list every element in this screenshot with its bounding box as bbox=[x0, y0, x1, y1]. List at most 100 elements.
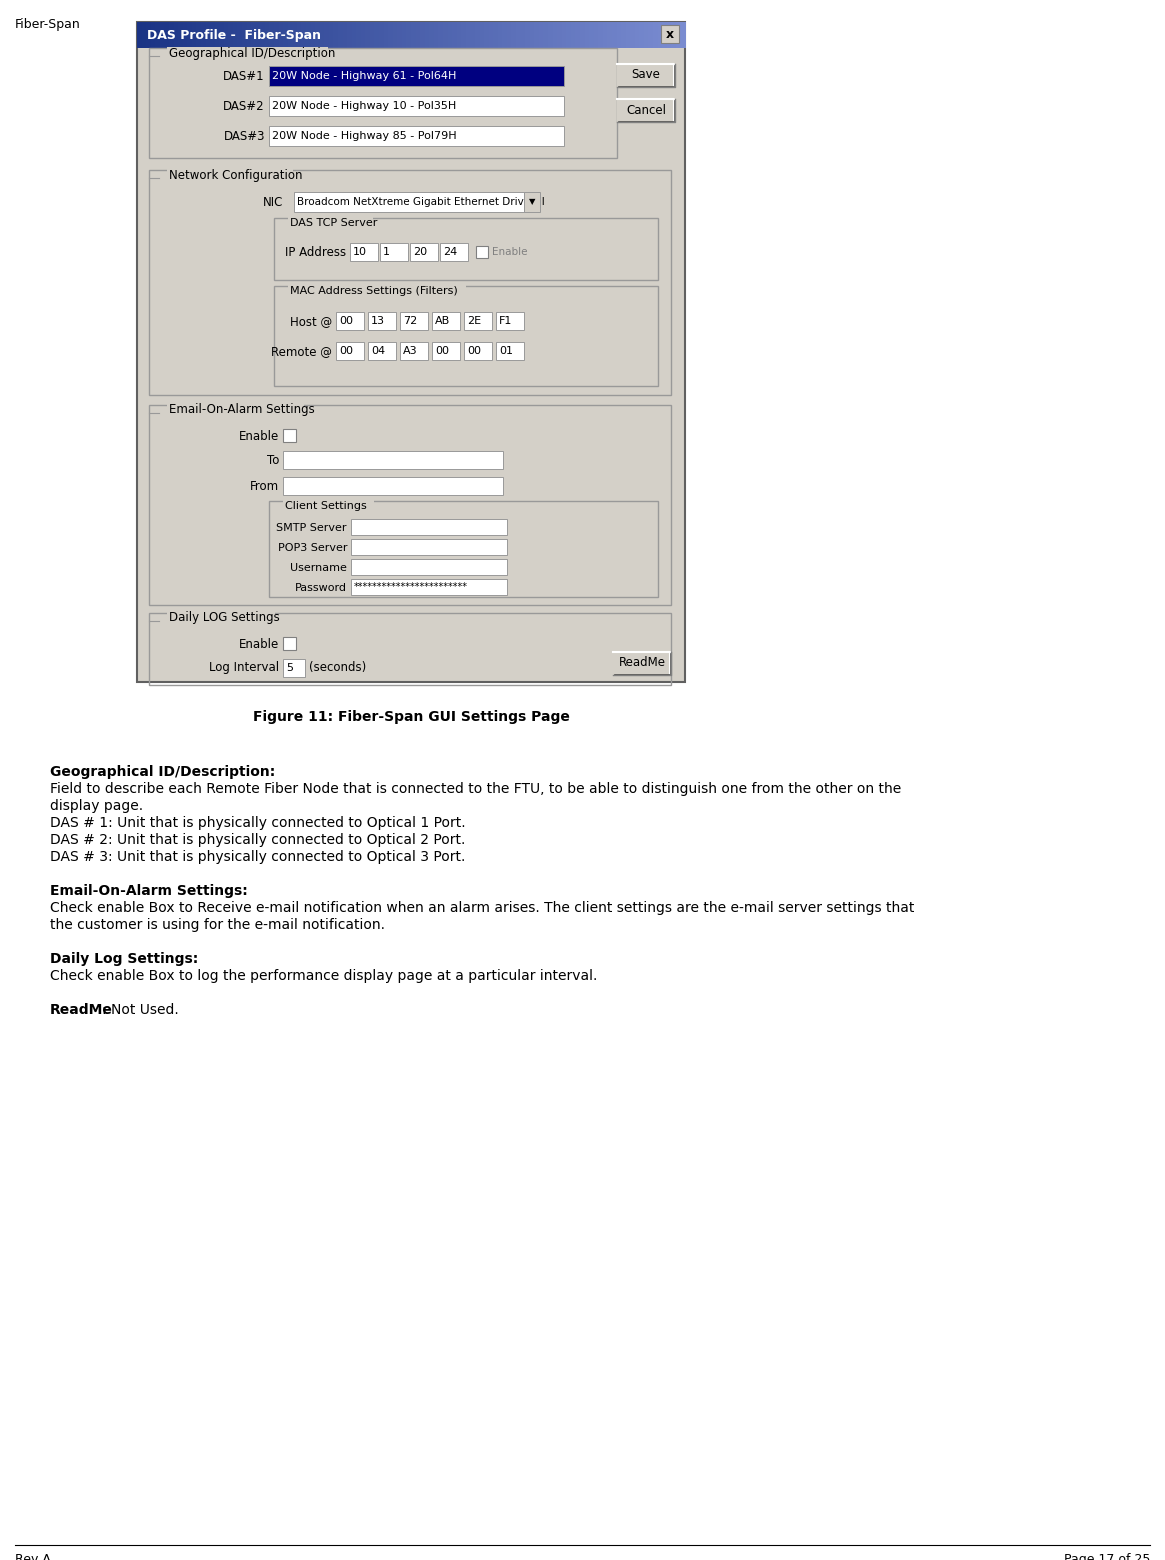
Bar bbox=[167, 168, 292, 181]
Bar bbox=[297, 22, 302, 48]
Bar bbox=[219, 22, 225, 48]
Bar bbox=[429, 22, 435, 48]
Bar bbox=[466, 22, 471, 48]
Bar bbox=[548, 22, 553, 48]
Text: Cancel: Cancel bbox=[626, 103, 666, 117]
Bar bbox=[602, 22, 608, 48]
Bar bbox=[471, 22, 475, 48]
Bar bbox=[319, 22, 325, 48]
Text: Client Settings: Client Settings bbox=[285, 501, 367, 512]
Bar bbox=[188, 22, 192, 48]
Bar bbox=[302, 22, 306, 48]
Bar bbox=[333, 22, 339, 48]
Bar bbox=[351, 558, 507, 576]
Text: MAC Address Settings (Filters): MAC Address Settings (Filters) bbox=[290, 285, 458, 296]
Text: ************************: ************************ bbox=[354, 582, 468, 591]
Bar bbox=[142, 22, 147, 48]
Bar bbox=[205, 22, 211, 48]
Bar bbox=[621, 22, 626, 48]
Text: Check enable Box to Receive e-mail notification when an alarm arises. The client: Check enable Box to Receive e-mail notif… bbox=[50, 902, 915, 916]
Bar bbox=[511, 22, 516, 48]
Bar bbox=[662, 22, 668, 48]
Bar bbox=[630, 22, 635, 48]
Text: 13: 13 bbox=[370, 317, 384, 326]
Text: 00: 00 bbox=[435, 346, 449, 356]
Text: 10: 10 bbox=[353, 246, 367, 257]
Bar bbox=[657, 22, 663, 48]
Bar bbox=[351, 519, 507, 535]
Text: Enable: Enable bbox=[492, 246, 528, 257]
Text: Rev A: Rev A bbox=[15, 1554, 51, 1560]
Text: Geographical ID/Description: Geographical ID/Description bbox=[169, 47, 336, 59]
Bar bbox=[137, 22, 142, 48]
Bar bbox=[288, 285, 466, 296]
Bar bbox=[433, 22, 439, 48]
Bar bbox=[680, 22, 685, 48]
Text: the customer is using for the e-mail notification.: the customer is using for the e-mail not… bbox=[50, 917, 384, 931]
Bar bbox=[432, 312, 460, 331]
Bar bbox=[496, 342, 524, 360]
Bar bbox=[535, 22, 539, 48]
Bar bbox=[539, 22, 544, 48]
Bar bbox=[283, 429, 296, 441]
Bar bbox=[566, 22, 571, 48]
Bar bbox=[676, 22, 680, 48]
Bar bbox=[274, 218, 658, 279]
Text: A3: A3 bbox=[403, 346, 417, 356]
Text: 01: 01 bbox=[499, 346, 513, 356]
Bar bbox=[197, 22, 202, 48]
Text: 00: 00 bbox=[339, 346, 353, 356]
Bar bbox=[571, 22, 576, 48]
Bar bbox=[612, 22, 617, 48]
Text: x: x bbox=[666, 28, 675, 41]
Bar bbox=[671, 22, 677, 48]
Text: Geographical ID/Description:: Geographical ID/Description: bbox=[50, 764, 275, 778]
Bar bbox=[480, 22, 485, 48]
Bar bbox=[269, 97, 564, 115]
Bar bbox=[457, 22, 461, 48]
Bar bbox=[576, 22, 580, 48]
Bar bbox=[150, 22, 156, 48]
Bar bbox=[352, 22, 356, 48]
Bar bbox=[589, 22, 594, 48]
Bar bbox=[351, 540, 507, 555]
Bar bbox=[443, 22, 449, 48]
Bar bbox=[283, 658, 305, 677]
Bar bbox=[338, 22, 343, 48]
Text: DAS # 2: Unit that is physically connected to Optical 2 Port.: DAS # 2: Unit that is physically connect… bbox=[50, 833, 465, 847]
Bar bbox=[447, 22, 452, 48]
Bar bbox=[252, 22, 256, 48]
Text: DAS # 1: Unit that is physically connected to Optical 1 Port.: DAS # 1: Unit that is physically connect… bbox=[50, 816, 466, 830]
Bar bbox=[192, 22, 197, 48]
Text: Daily LOG Settings: Daily LOG Settings bbox=[169, 612, 280, 624]
Bar bbox=[524, 192, 541, 212]
Text: : Not Used.: : Not Used. bbox=[103, 1003, 178, 1017]
Bar bbox=[464, 342, 492, 360]
Bar bbox=[224, 22, 228, 48]
Bar bbox=[594, 22, 599, 48]
Bar bbox=[169, 22, 174, 48]
Text: ▼: ▼ bbox=[529, 198, 535, 206]
Bar bbox=[380, 243, 408, 261]
Bar bbox=[200, 22, 206, 48]
Text: To: To bbox=[267, 454, 278, 466]
Text: 00: 00 bbox=[339, 317, 353, 326]
Text: Daily Log Settings:: Daily Log Settings: bbox=[50, 952, 198, 966]
Text: DAS # 3: Unit that is physically connected to Optical 3 Port.: DAS # 3: Unit that is physically connect… bbox=[50, 850, 465, 864]
Text: Save: Save bbox=[631, 69, 661, 81]
Bar bbox=[393, 22, 397, 48]
Bar bbox=[238, 22, 242, 48]
Bar bbox=[247, 22, 252, 48]
Text: 24: 24 bbox=[443, 246, 457, 257]
Bar bbox=[400, 342, 428, 360]
Bar bbox=[278, 22, 283, 48]
Bar bbox=[228, 22, 233, 48]
Bar bbox=[617, 98, 675, 122]
Bar bbox=[585, 22, 589, 48]
Bar bbox=[356, 22, 361, 48]
Bar bbox=[552, 22, 558, 48]
Bar bbox=[315, 22, 320, 48]
Bar bbox=[274, 285, 658, 385]
Bar bbox=[366, 22, 370, 48]
Bar bbox=[283, 22, 288, 48]
